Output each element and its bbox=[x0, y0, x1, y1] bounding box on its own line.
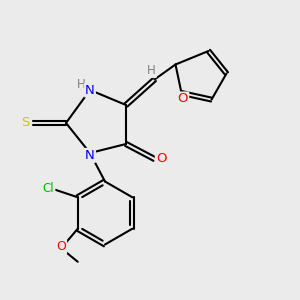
Text: Cl: Cl bbox=[43, 182, 54, 195]
Text: O: O bbox=[56, 240, 66, 253]
Text: N: N bbox=[85, 149, 95, 162]
Text: N: N bbox=[85, 83, 95, 97]
Text: H: H bbox=[77, 78, 86, 91]
Text: O: O bbox=[156, 152, 166, 166]
Text: H: H bbox=[147, 64, 156, 77]
Text: O: O bbox=[178, 92, 188, 106]
Text: S: S bbox=[21, 116, 30, 130]
